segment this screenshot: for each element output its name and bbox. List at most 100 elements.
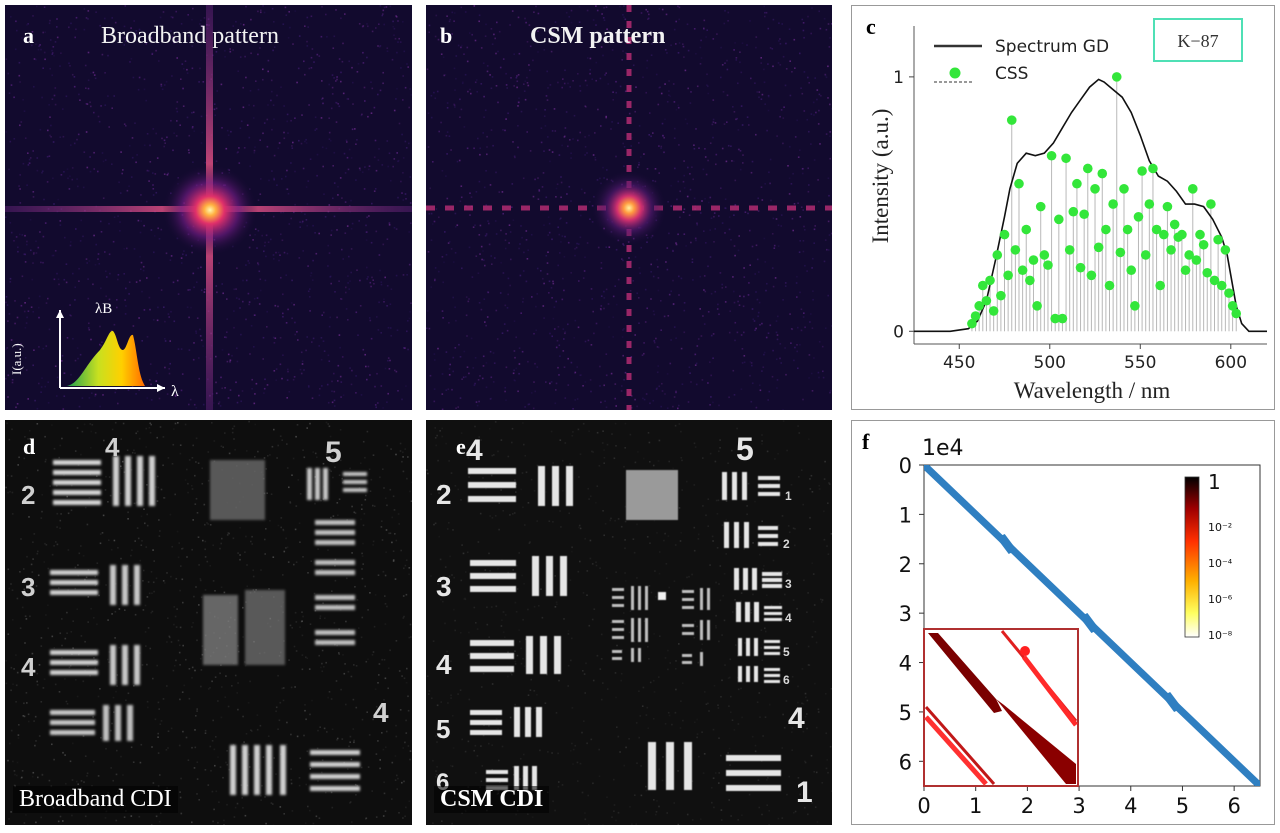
css-data-point (977, 280, 988, 291)
element-label: 3 (785, 577, 792, 591)
css-data-point (1195, 229, 1205, 240)
css-data-point (1072, 178, 1082, 189)
colorbar-tick: 10⁻⁴ (1208, 557, 1233, 570)
panel-e-csm-cdi: 4 5 2 3 4 5 6 4 1 1 2 3 4 5 6 e CSM CDI (426, 420, 832, 825)
element-label: 2 (783, 537, 790, 551)
x-tick-label: 4 (1124, 794, 1137, 818)
resolution-target (50, 456, 367, 795)
panel-d-broadband-cdi: 4 5 2 3 4 4 d Broadband CDI (5, 420, 412, 825)
css-data-point (1057, 313, 1068, 324)
panel-title: CSM pattern (530, 23, 666, 49)
resolution-target (468, 466, 782, 791)
x-tick-label: 600 (1215, 353, 1247, 373)
dashed-streaks (426, 5, 832, 410)
css-data-point (1054, 214, 1064, 225)
css-data-point (1017, 265, 1028, 276)
x-tick-label: 550 (1124, 353, 1156, 373)
css-data-point (1079, 209, 1089, 220)
inset-y-label: I(a.u.) (9, 343, 24, 375)
css-data-point (1025, 275, 1035, 286)
panel-b-csm-pattern: b CSM pattern (426, 5, 832, 410)
band-block (996, 534, 1017, 555)
x-tick-label: 6 (1227, 794, 1240, 818)
css-data-point (1227, 301, 1238, 311)
css-data-point (1155, 280, 1165, 291)
css-data-point (1014, 178, 1024, 189)
bar-group (50, 645, 140, 685)
legend-marker-swatch (949, 67, 961, 79)
css-data-point (1050, 313, 1060, 324)
panel-letter: d (23, 434, 36, 459)
css-data-point (1169, 219, 1180, 230)
css-data-point (1213, 234, 1223, 245)
central-peak (162, 164, 258, 256)
group-label: 4 (21, 652, 36, 682)
css-data-point (1206, 199, 1216, 209)
axis-offset-label: 1e4 (922, 436, 964, 461)
css-data-point (1166, 245, 1176, 255)
css-data-point (1209, 275, 1220, 286)
csm-diffraction-image (426, 5, 832, 410)
bar-group (468, 466, 573, 506)
css-data-point (1224, 288, 1234, 298)
css-data-point (1187, 184, 1198, 194)
css-data-point (1148, 163, 1158, 174)
spectrum-gd-line (914, 78, 1267, 333)
css-data-point (1003, 270, 1013, 281)
css-data-point (1220, 245, 1231, 255)
css-data-point (1082, 163, 1093, 174)
panel-letter: f (862, 429, 870, 454)
colorbar-tick: 10⁻⁸ (1208, 629, 1233, 642)
group-label: 4 (788, 702, 805, 735)
group-label: 4 (105, 432, 120, 462)
bar-group (470, 636, 561, 674)
square-pattern (626, 470, 678, 520)
small-elements (612, 586, 710, 666)
y-tick-label: 1 (893, 68, 904, 88)
bar-group (315, 520, 355, 645)
css-data-point (1093, 242, 1104, 253)
css-data-point (1043, 260, 1053, 270)
panel-c-spectrum-chart: c Spectrum GD CSS K−87 450 500 550 600 0 1 Wa… (851, 5, 1275, 410)
spectrum-chart: c Spectrum GD CSS K−87 450 500 550 600 0 1 Wa… (866, 14, 1267, 403)
inset-band-dark (928, 633, 1002, 713)
css-data-point (1144, 199, 1155, 209)
y-tick-label: 2 (899, 553, 912, 577)
css-data-point (992, 250, 1003, 260)
inset-band-light (924, 715, 988, 786)
y-tick-label: 3 (899, 602, 912, 626)
bar-group (310, 750, 360, 791)
small-elements (203, 590, 285, 665)
css-data-point (1122, 224, 1133, 235)
group-label: 4 (436, 649, 452, 680)
bar-group (113, 456, 155, 506)
css-data-point (985, 275, 995, 286)
element-label: 4 (785, 611, 792, 625)
x-tick-label: 3 (1072, 794, 1085, 818)
css-data-point (1006, 115, 1017, 125)
bar-group (470, 707, 542, 737)
group-label: 1 (796, 776, 813, 809)
group-label: 4 (373, 697, 389, 728)
panel-letter: b (440, 23, 453, 48)
css-data-point (1111, 72, 1122, 82)
css-data-point (988, 306, 999, 316)
y-axis-label: Intensity (a.u.) (868, 109, 893, 244)
css-data-point (1068, 206, 1079, 217)
y-tick-label: 0 (893, 322, 904, 342)
bar-group (648, 742, 692, 790)
speckle-noise (5, 5, 412, 410)
badge-box (1153, 18, 1243, 62)
inset-band-light (1022, 655, 1078, 727)
inset-band-dark (996, 699, 1076, 784)
inset-marker (1020, 646, 1030, 656)
css-data-point (967, 318, 977, 329)
css-data-point (974, 301, 984, 311)
css-data-point (1126, 265, 1137, 276)
css-data-point (1162, 201, 1173, 212)
group-label: 5 (436, 714, 450, 744)
css-data-point (1097, 168, 1108, 179)
css-data-point (1039, 250, 1050, 260)
